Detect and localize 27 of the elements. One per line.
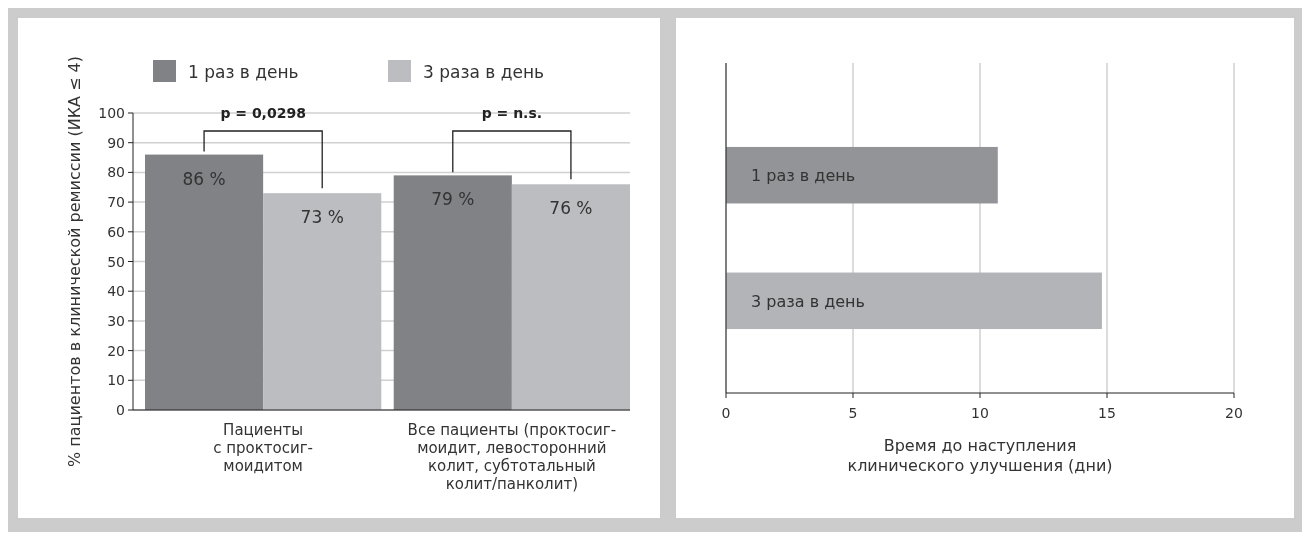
y-tick-label: 100 <box>98 105 125 121</box>
annotation: p = 0,0298 <box>220 105 306 121</box>
legend-label: 1 раз в день <box>188 62 299 82</box>
y-tick-label: 20 <box>107 342 125 359</box>
x-tick-label: 15 <box>1098 405 1116 421</box>
data-label: 86 % <box>182 168 226 189</box>
data-label: 79 % <box>431 189 475 210</box>
data-label: 76 % <box>549 198 593 219</box>
x-tick-label: 5 <box>848 405 858 421</box>
y-tick-label: 30 <box>107 312 125 329</box>
x-tick-label: 10 <box>971 405 989 421</box>
x-tick-label: 0 <box>721 405 731 421</box>
y-tick-label: 10 <box>107 372 125 389</box>
y-tick-label: 70 <box>107 194 125 211</box>
x-axis-title: Время до наступления клинического улучшения (дни) <box>847 436 1113 475</box>
y-tick-label: 50 <box>107 253 125 270</box>
x-tick-label: Пациенты с проктосиг- моидитом <box>213 421 314 475</box>
legend-label: 3 раза в день <box>423 62 545 82</box>
x-tick-label: Все пациенты (проктосиг- моидит, левосторонний колит, субтотальный колит/панколит) <box>407 421 617 493</box>
annotation: p = n.s. <box>481 105 543 121</box>
y-tick-label: 80 <box>107 164 125 181</box>
data-label: 73 % <box>300 207 344 228</box>
y-axis-title: % пациентов в клинической ремиссии (ИКА ≤ 4) <box>65 56 84 467</box>
y-tick-label: 90 <box>107 134 125 151</box>
y-tick-label: 60 <box>107 223 125 240</box>
x-tick-label: 20 <box>1225 405 1243 421</box>
y-tick-label: 40 <box>107 283 125 300</box>
